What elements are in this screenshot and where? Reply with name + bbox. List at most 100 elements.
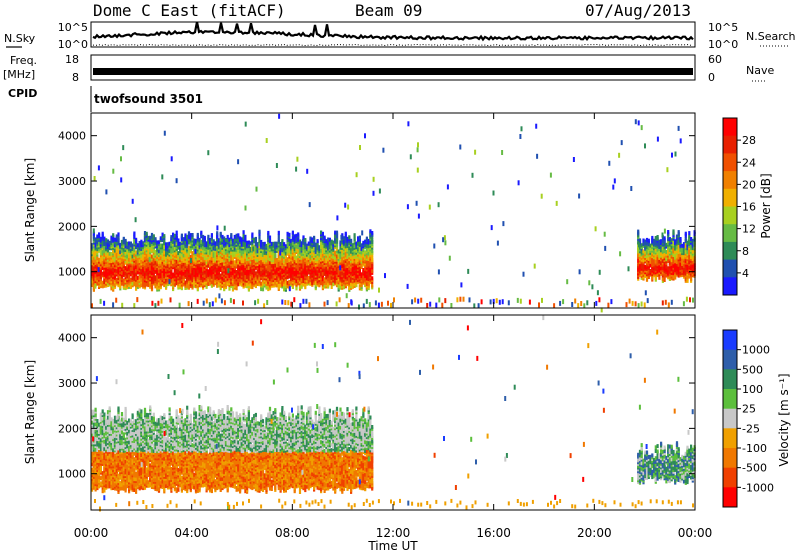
power-cell [237, 264, 240, 269]
power-cell [344, 231, 347, 236]
power-cell [193, 254, 196, 259]
power-cell [170, 278, 173, 283]
power-cell [163, 130, 166, 136]
colorbar-tick-label: 8 [742, 245, 749, 258]
power-cell [290, 301, 293, 307]
power-cell [266, 300, 269, 305]
power-cell [168, 256, 171, 261]
power-cell [187, 249, 191, 254]
power-cell [302, 249, 305, 254]
power-cell [91, 250, 94, 255]
velocity-cell [94, 407, 97, 412]
power-cell [327, 246, 330, 251]
power-cell [217, 256, 220, 261]
velocity-cell [91, 420, 94, 425]
power-cell [314, 242, 317, 247]
power-cell [169, 297, 172, 303]
power-cell [320, 263, 323, 268]
power-cell [120, 249, 124, 253]
power-cell [105, 189, 108, 195]
power-cell [644, 264, 647, 269]
power-cell [200, 243, 203, 248]
colorbar-swatch [723, 259, 737, 278]
power-cell [429, 301, 432, 307]
power-cell [94, 277, 97, 282]
power-cell [674, 250, 677, 255]
power-cell [549, 172, 552, 178]
power-cell [361, 230, 364, 236]
power-cell [393, 297, 395, 303]
power-cell [637, 229, 640, 234]
colorbar-swatch [723, 135, 737, 154]
power-cell [142, 279, 145, 284]
power-cell [135, 265, 138, 269]
power-cell [122, 278, 125, 283]
power-cell [131, 281, 134, 286]
power-cell [105, 238, 108, 243]
power-cell [371, 231, 374, 235]
power-cell [372, 190, 375, 196]
power-cell [203, 281, 206, 286]
power-cell [300, 241, 303, 246]
power-cell [175, 259, 178, 264]
power-cell [119, 250, 122, 255]
power-cell [355, 245, 358, 250]
power-cell [230, 233, 233, 238]
power-cell [267, 230, 270, 235]
power-cell [131, 198, 134, 204]
power-ylabel: Slant Range [km] [23, 158, 37, 262]
power-cell [364, 239, 367, 244]
power-cell [117, 236, 120, 240]
power-cell [300, 263, 303, 268]
power-cell [212, 273, 215, 278]
power-cell [135, 272, 138, 277]
power-cell [359, 145, 361, 150]
power-cell [437, 202, 440, 208]
power-cell [115, 234, 118, 239]
power-cell [459, 144, 462, 150]
power-cell [347, 303, 350, 309]
power-cell [293, 237, 296, 242]
cpid-value: twofsound 3501 [94, 92, 203, 106]
power-cell [150, 254, 154, 259]
power-cell [161, 248, 164, 253]
power-cell [235, 286, 238, 291]
power-cell [103, 283, 106, 288]
power-cell [672, 256, 675, 261]
power-cell [143, 261, 147, 266]
power-cell [161, 238, 164, 243]
power-cell [260, 239, 263, 244]
power-cell [135, 237, 138, 242]
power-cell [92, 231, 95, 236]
power-cell [555, 200, 558, 206]
power-cell [161, 174, 164, 180]
power-cell [143, 251, 147, 255]
power-cell [302, 235, 305, 240]
power-cell [661, 300, 664, 306]
power-cell [428, 204, 431, 210]
power-cell [217, 267, 220, 272]
power-cell [522, 271, 525, 277]
power-cell [382, 147, 385, 153]
power-cell [272, 258, 275, 263]
power-cell [637, 120, 640, 126]
power-cell [91, 243, 94, 248]
power-cell [612, 184, 615, 190]
power-cell [287, 300, 290, 306]
power-cell [448, 255, 451, 261]
power-cell [283, 252, 286, 257]
power-cell [677, 230, 680, 235]
power-cell [406, 283, 409, 289]
power-cell [209, 263, 212, 268]
power-cell [135, 250, 138, 255]
power-cell [237, 260, 240, 265]
power-cell [353, 236, 356, 241]
power-cell [441, 302, 444, 308]
power-cell [92, 228, 95, 234]
power-cell [668, 275, 671, 280]
power-cell [254, 271, 257, 276]
power-cell [254, 284, 257, 289]
power-cell [92, 247, 95, 252]
power-cell [646, 298, 649, 304]
power-cell [230, 260, 233, 265]
